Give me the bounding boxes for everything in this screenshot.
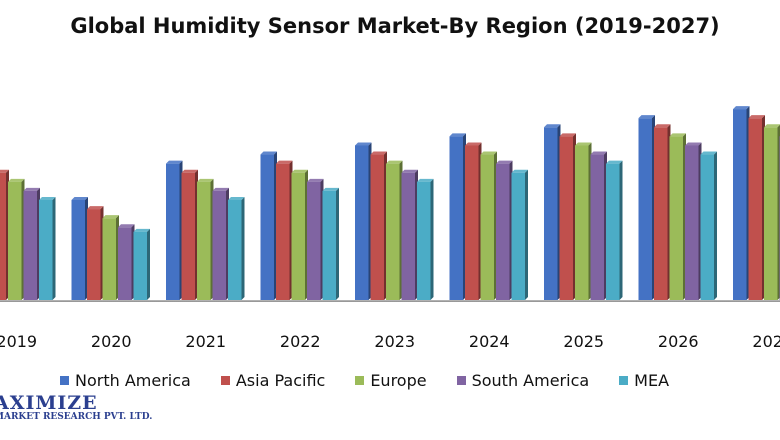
bar-mea-2024 <box>511 169 528 300</box>
bar-mea-2020 <box>133 228 150 300</box>
bar-europe-2026 <box>669 133 686 300</box>
legend-label: North America <box>75 371 191 390</box>
bar-asia-pacific-2024 <box>465 142 482 300</box>
legend-swatch <box>220 376 230 385</box>
bar-south-america-2019 <box>23 187 40 300</box>
x-tick-label: 2019 <box>0 332 37 351</box>
bar-south-america-2025 <box>590 151 607 300</box>
legend-swatch <box>355 376 365 385</box>
bar-europe-2019 <box>8 178 25 300</box>
bar-asia-pacific-2023 <box>370 151 387 300</box>
legend-swatch <box>60 376 69 385</box>
brand-logo: AXIMIZE MARKET RESEARCH PVT. LTD. <box>0 392 153 422</box>
x-tick-label: 2027 <box>752 332 780 351</box>
bar-mea-2021 <box>228 197 245 300</box>
bar-south-america-2024 <box>496 160 513 300</box>
bar-north-america-2020 <box>71 197 88 300</box>
x-tick-label: 2022 <box>280 332 321 351</box>
bar-mea-2019 <box>39 197 56 300</box>
bar-asia-pacific-2022 <box>276 160 293 300</box>
chart-floor <box>0 300 780 302</box>
legend-label: MEA <box>634 371 670 390</box>
bar-south-america-2023 <box>401 169 418 300</box>
bar-europe-2024 <box>480 151 497 300</box>
bar-europe-2021 <box>197 178 214 300</box>
bar-mea-2026 <box>700 151 717 300</box>
legend-label: South America <box>471 371 590 390</box>
bar-mea-2025 <box>606 160 623 300</box>
bar-europe-2025 <box>575 142 592 300</box>
x-tick-label: 2026 <box>658 332 699 351</box>
legend-item: North America <box>60 371 191 390</box>
bar-asia-pacific-2026 <box>654 124 671 300</box>
legend-swatch <box>619 376 629 385</box>
chart-title: Global Humidity Sensor Market-By Region … <box>70 14 720 38</box>
bar-europe-2020 <box>102 215 119 300</box>
bar-south-america-2021 <box>212 187 229 300</box>
bar-europe-2027 <box>764 124 780 300</box>
legend-label: Europe <box>370 371 427 390</box>
legend-item: Europe <box>355 371 427 390</box>
bar-north-america-2022 <box>260 151 277 300</box>
bar-north-america-2027 <box>733 106 750 300</box>
bar-north-america-2021 <box>166 160 183 300</box>
x-tick-label: 2025 <box>563 332 604 351</box>
bar-south-america-2026 <box>685 142 702 300</box>
bar-north-america-2026 <box>638 115 655 300</box>
x-tick-label: 2021 <box>185 332 226 351</box>
x-tick-label: 2024 <box>469 332 510 351</box>
bar-asia-pacific-2027 <box>748 115 765 300</box>
bar-south-america-2022 <box>307 178 324 300</box>
legend-swatch <box>456 376 466 385</box>
x-tick-label: 2020 <box>91 332 132 351</box>
legend-item: MEA <box>619 371 669 390</box>
bar-north-america-2024 <box>449 133 466 300</box>
x-tick-label: 2023 <box>374 332 415 351</box>
legend-label: Asia Pacific <box>235 371 326 390</box>
bar-asia-pacific-2021 <box>181 169 198 300</box>
bar-north-america-2025 <box>544 124 561 300</box>
bar-asia-pacific-2019 <box>0 169 9 300</box>
bar-mea-2023 <box>417 178 434 300</box>
bar-north-america-2023 <box>355 142 372 300</box>
legend-item: South America <box>456 371 590 390</box>
bar-south-america-2020 <box>118 224 135 300</box>
legend-item: Asia Pacific <box>220 371 326 390</box>
bar-asia-pacific-2020 <box>87 206 104 300</box>
bar-mea-2022 <box>322 187 339 300</box>
bar-europe-2023 <box>386 160 403 300</box>
legend: North America Asia Pacific Europe South Ame… <box>60 371 760 390</box>
bar-asia-pacific-2025 <box>559 133 576 300</box>
bar-europe-2022 <box>291 169 308 300</box>
